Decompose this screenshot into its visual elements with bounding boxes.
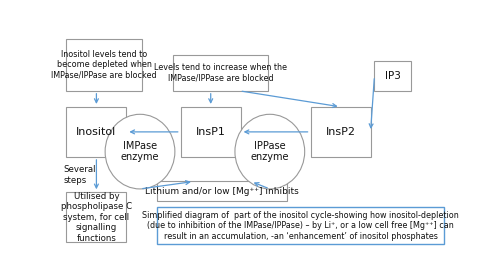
- FancyBboxPatch shape: [310, 107, 370, 157]
- FancyBboxPatch shape: [374, 61, 411, 91]
- FancyBboxPatch shape: [158, 207, 444, 244]
- Text: IPPase
enzyme: IPPase enzyme: [250, 141, 289, 162]
- FancyBboxPatch shape: [158, 181, 287, 201]
- FancyBboxPatch shape: [66, 107, 126, 157]
- Text: Several
steps: Several steps: [64, 165, 96, 185]
- Text: InsP2: InsP2: [326, 127, 356, 137]
- Ellipse shape: [105, 114, 175, 189]
- Text: IP3: IP3: [385, 71, 401, 81]
- Text: Inositol: Inositol: [76, 127, 116, 137]
- Text: IMPase
enzyme: IMPase enzyme: [121, 141, 159, 162]
- FancyBboxPatch shape: [66, 192, 126, 242]
- FancyBboxPatch shape: [66, 39, 142, 91]
- Text: Inositol levels tend to
become depleted when
IMPase/IPPase are blocked: Inositol levels tend to become depleted …: [52, 50, 157, 79]
- Text: Lithium and/or low [Mg⁺⁺] inhibits: Lithium and/or low [Mg⁺⁺] inhibits: [146, 187, 299, 196]
- Ellipse shape: [235, 114, 304, 189]
- Text: InsP1: InsP1: [196, 127, 226, 137]
- FancyBboxPatch shape: [173, 55, 268, 91]
- Text: Levels tend to increase when the
IMPase/IPPase are blocked: Levels tend to increase when the IMPase/…: [154, 63, 287, 82]
- Text: Utilised by
phospholipase C
system, for cell
signalling
functions: Utilised by phospholipase C system, for …: [61, 192, 132, 242]
- Text: Simplified diagram of  part of the inositol cycle-showing how inositol-depletion: Simplified diagram of part of the inosit…: [142, 211, 459, 241]
- FancyBboxPatch shape: [180, 107, 241, 157]
